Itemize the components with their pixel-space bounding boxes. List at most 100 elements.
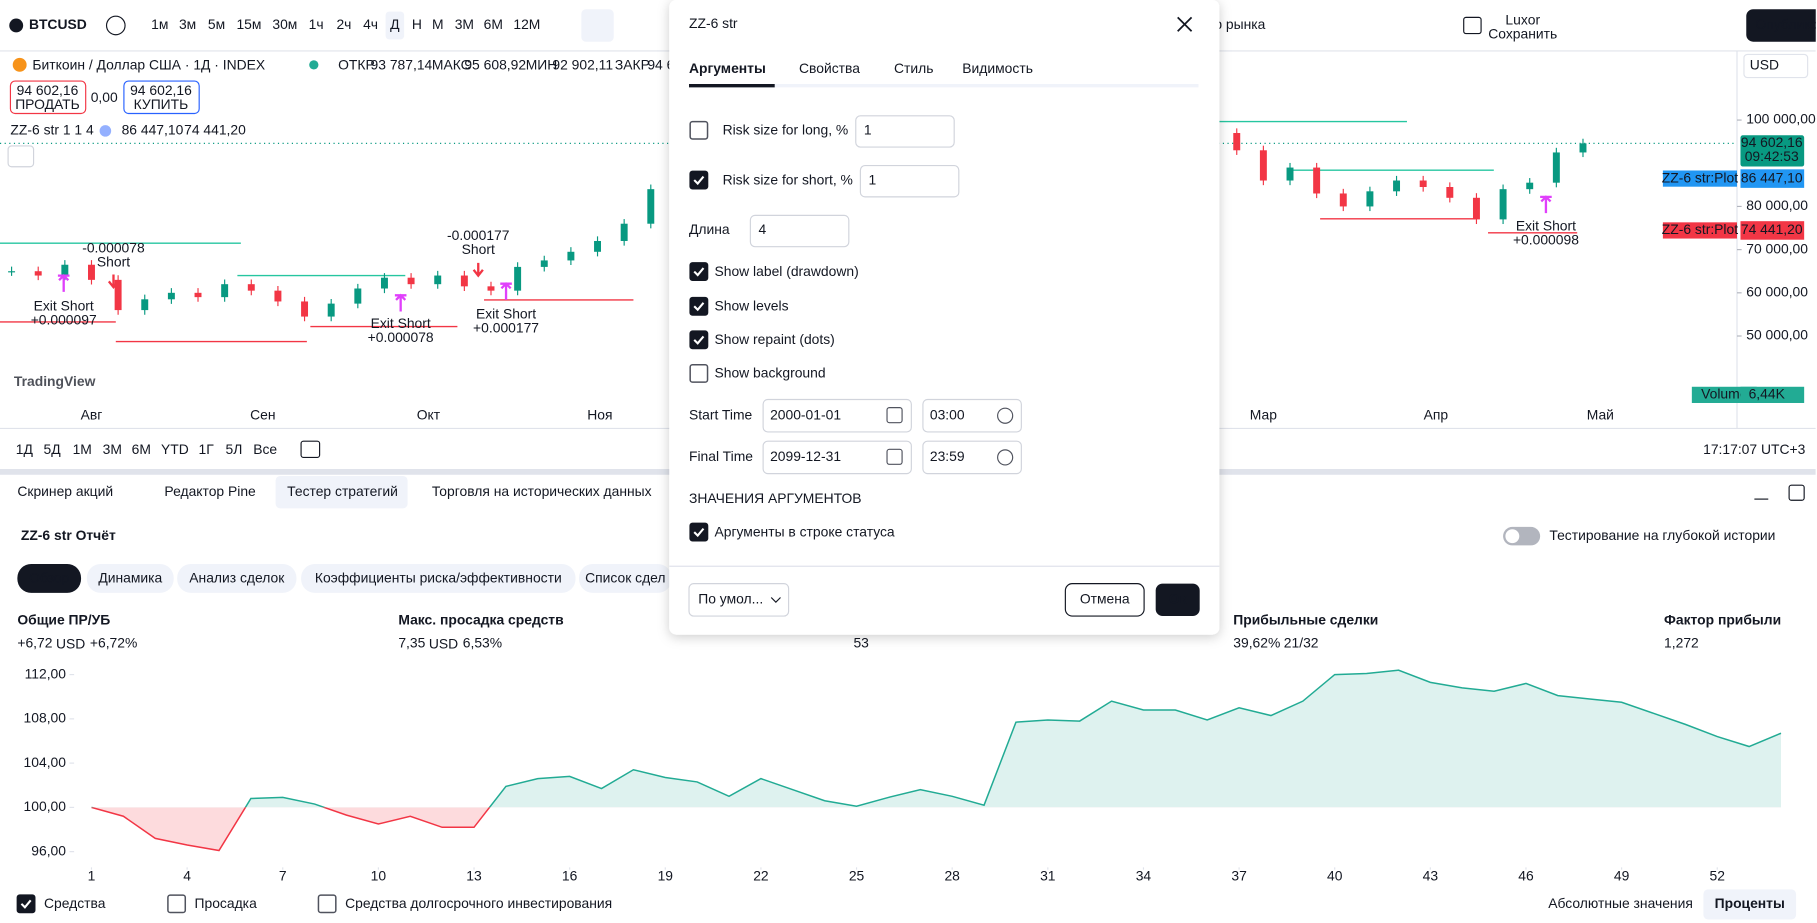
interval[interactable]: 6М	[484, 16, 503, 32]
checkbox[interactable]	[689, 522, 709, 542]
interval[interactable]: М	[432, 16, 444, 32]
interval[interactable]: 30м	[272, 16, 297, 32]
input-value[interactable]: 1	[864, 122, 872, 138]
checkbox-label[interactable]: Аргументы в строке статуса	[714, 523, 894, 539]
report-pill[interactable]	[86, 563, 174, 593]
market-overview[interactable]: ор рынка	[1207, 16, 1266, 32]
buy-button[interactable]	[123, 80, 200, 115]
checkbox[interactable]	[689, 296, 709, 316]
report-title[interactable]: ZZ-6 str Отчёт	[21, 527, 116, 543]
bottom-tab[interactable]: Скринер акций	[17, 483, 113, 499]
checkbox[interactable]	[689, 120, 709, 140]
ok-button[interactable]	[1155, 583, 1200, 617]
checkbox-label[interactable]: Show levels	[714, 298, 788, 314]
report-pill[interactable]	[177, 563, 297, 593]
add-symbol[interactable]	[105, 15, 126, 36]
interval[interactable]: 5м	[208, 16, 225, 32]
range-button[interactable]: Все	[253, 441, 277, 457]
sell-label[interactable]: ПРОДАТЬ	[15, 96, 80, 112]
cancel-label[interactable]: Отмена	[1080, 591, 1130, 607]
range-button[interactable]: 5Л	[226, 441, 243, 457]
checkbox[interactable]	[689, 170, 709, 190]
series-checkbox[interactable]	[16, 894, 36, 914]
layout-icon[interactable]	[1463, 16, 1482, 35]
goto-date[interactable]	[300, 440, 321, 458]
report-pill[interactable]	[301, 563, 576, 593]
checkbox[interactable]	[689, 330, 709, 350]
defaults-button[interactable]	[688, 583, 790, 617]
report-pill[interactable]	[17, 563, 82, 593]
time-input[interactable]	[922, 440, 1022, 475]
interval[interactable]: 12М	[513, 16, 540, 32]
checkbox[interactable]	[689, 262, 709, 281]
date-input[interactable]	[762, 398, 912, 433]
date-value[interactable]: 2000-01-01	[770, 406, 841, 422]
interval[interactable]: 2ч	[336, 16, 351, 32]
dialog-tab[interactable]: Свойства	[799, 60, 860, 76]
time-value[interactable]: 23:59	[930, 448, 965, 464]
range-button[interactable]: 1Д	[16, 441, 34, 457]
maximize-icon[interactable]	[1788, 484, 1805, 501]
publish-button[interactable]	[1746, 9, 1817, 42]
interval[interactable]: 1ч	[309, 16, 324, 32]
input-value[interactable]: 4	[758, 221, 766, 237]
checkbox-label[interactable]: Show background	[714, 365, 825, 381]
interval[interactable]: 3м	[179, 16, 196, 32]
date-value[interactable]: 2099-12-31	[770, 448, 841, 464]
checkbox-label[interactable]: Show repaint (dots)	[714, 331, 834, 347]
cancel-button[interactable]	[1064, 583, 1145, 617]
date-input[interactable]	[762, 440, 912, 475]
report-pill-label[interactable]: Список сдел	[585, 570, 665, 586]
range-button[interactable]: 5Д	[44, 441, 62, 457]
series-checkbox[interactable]	[317, 894, 337, 914]
report-pill-label[interactable]: Динамика	[98, 570, 162, 586]
range-button[interactable]: 1Г	[199, 441, 215, 457]
publish-label[interactable]: Опублико	[1756, 16, 1817, 32]
mode-button[interactable]: Абсолютные значения	[1548, 895, 1693, 911]
save-link[interactable]: Сохранить	[1488, 25, 1557, 41]
report-pill-label[interactable]: Коэффициенты риска/эффективности	[315, 570, 562, 586]
checkbox[interactable]	[689, 364, 709, 383]
bottom-tab[interactable]: Редактор Pine	[164, 483, 256, 499]
time-input[interactable]	[922, 398, 1022, 433]
interval[interactable]: 1м	[151, 16, 168, 32]
currency-box[interactable]	[1743, 53, 1809, 79]
indicator-name[interactable]: ZZ-6 str 1 1 4	[10, 122, 94, 138]
dialog-tab[interactable]: Видимость	[962, 60, 1033, 76]
dialog-tab[interactable]: Аргументы	[689, 60, 766, 76]
bottom-tab[interactable]: Торговля на исторических данных	[432, 483, 652, 499]
close-button[interactable]	[1177, 16, 1193, 32]
report-pill-label[interactable]: Анализ сделок	[189, 570, 285, 586]
range-button[interactable]: 1М	[73, 441, 92, 457]
text-input[interactable]	[749, 214, 850, 248]
time-value[interactable]: 03:00	[930, 406, 965, 422]
text-input[interactable]	[859, 165, 960, 198]
range-button[interactable]: 6М	[132, 441, 151, 457]
interval[interactable]: 15м	[236, 16, 261, 32]
buy-label[interactable]: КУПИТЬ	[134, 96, 189, 112]
report-pill[interactable]	[579, 563, 672, 593]
interval[interactable]: 3М	[455, 16, 474, 32]
symbol[interactable]: BTCUSD	[29, 16, 87, 32]
sell-button[interactable]	[9, 80, 87, 115]
report-pill-label[interactable]: Обзор	[29, 570, 69, 586]
mode-button[interactable]: Проценты	[1715, 895, 1785, 911]
series-label[interactable]: Средства долгосрочного инвестирования	[345, 895, 612, 911]
collapse-button[interactable]	[7, 145, 35, 168]
input-value[interactable]: 1	[869, 171, 877, 187]
series-checkbox[interactable]	[167, 894, 187, 914]
interval[interactable]: Д	[390, 16, 400, 32]
defaults-label[interactable]: По умол...	[698, 591, 763, 607]
interval[interactable]: 4ч	[363, 16, 378, 32]
layout-name[interactable]: Luxor	[1505, 12, 1540, 28]
range-button[interactable]: 3М	[103, 441, 122, 457]
interval[interactable]: Н	[412, 16, 422, 32]
buy-price[interactable]: 94 602,16	[130, 82, 192, 98]
dialog-tab[interactable]: Стиль	[894, 60, 933, 76]
checkbox-label[interactable]: Show label (drawdown)	[714, 263, 858, 279]
series-label[interactable]: Средства	[44, 895, 106, 911]
series-label[interactable]: Просадка	[195, 895, 258, 911]
chart-style[interactable]	[581, 9, 614, 42]
sell-price[interactable]: 94 602,16	[17, 82, 79, 98]
text-input[interactable]	[855, 115, 955, 148]
